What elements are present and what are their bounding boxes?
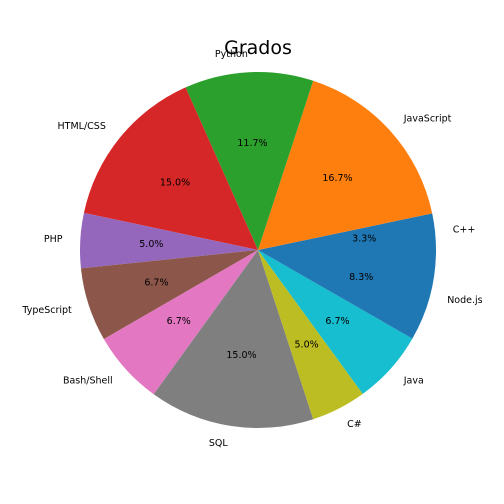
slice-label: Java [403, 375, 424, 386]
pie-slice-node-js [258, 250, 436, 339]
slice-label: Python [215, 49, 248, 60]
slice-label: Node.js [447, 295, 482, 306]
pie-slices [79, 71, 436, 429]
pie-slice-c- [258, 213, 436, 250]
pie-slice-sql [153, 250, 314, 429]
slice-percent-label: 15.0% [160, 177, 190, 188]
slice-label: TypeScript [21, 305, 72, 316]
slice-percent-label: 6.7% [167, 316, 191, 327]
slice-label: HTML/CSS [58, 121, 106, 132]
slice-label: C# [347, 419, 362, 430]
slice-percent-label: 16.7% [322, 173, 352, 184]
slice-percent-label: 6.7% [144, 277, 168, 288]
slice-percent-label: 5.0% [139, 239, 163, 250]
slice-label: PHP [44, 234, 63, 245]
pie-slice-bash-shell [103, 250, 258, 395]
slice-percent-label: 11.7% [237, 138, 267, 149]
pie-slice-php [79, 212, 258, 269]
pie-slice-python [185, 71, 314, 251]
pie-slice-javascript [258, 80, 433, 250]
pie-labels: C++ 3.3% JavaScript 16.7% Python 11.7% HTML/CS… [21, 49, 482, 449]
slice-percent-label: 8.3% [349, 272, 373, 283]
slice-percent-label: 6.7% [325, 316, 349, 327]
slice-label: C++ [453, 224, 476, 235]
pie-slice-c- [258, 250, 363, 420]
slice-percent-label: 3.3% [352, 233, 376, 244]
slice-percent-label: 15.0% [226, 350, 256, 361]
chart-title: Grados [224, 37, 292, 59]
slice-label: Bash/Shell [63, 376, 113, 387]
slice-percent-label: 5.0% [295, 340, 319, 351]
pie-slice-java [258, 250, 413, 394]
pie-slice-html-css [83, 87, 258, 251]
pie-slice-typescript [80, 250, 258, 340]
slice-label: SQL [209, 438, 229, 449]
slice-label: JavaScript [403, 114, 452, 125]
